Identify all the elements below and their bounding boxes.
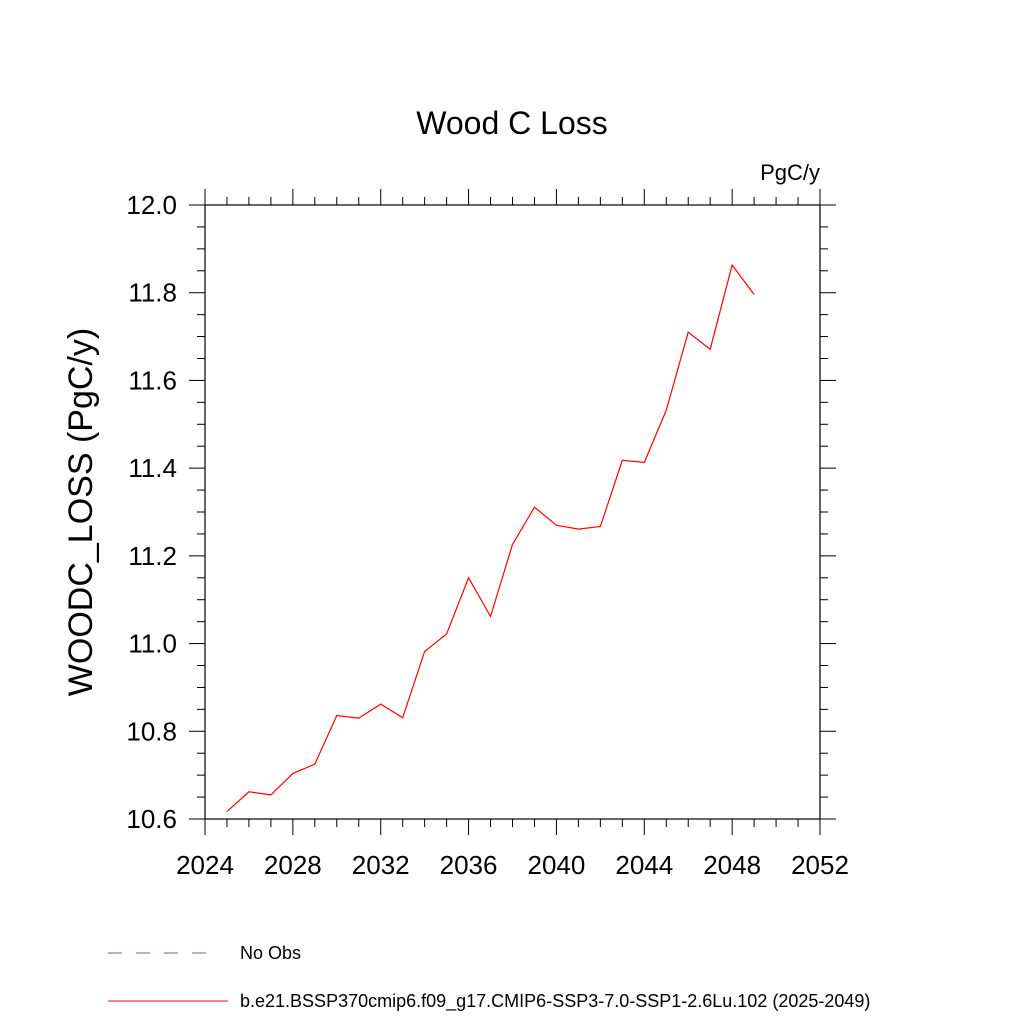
y-tick-label: 10.6 bbox=[126, 804, 177, 834]
series-line bbox=[226, 263, 755, 812]
unit-label: PgC/y bbox=[760, 160, 820, 185]
plot-frame bbox=[204, 204, 821, 820]
x-tick-label: 2032 bbox=[352, 850, 410, 880]
x-tick-label: 2048 bbox=[703, 850, 761, 880]
x-tick-label: 2036 bbox=[440, 850, 498, 880]
legend-label-series: b.e21.BSSP370cmip6.f09_g17.CMIP6-SSP3-7.… bbox=[240, 991, 870, 1012]
series-layer bbox=[226, 263, 755, 812]
axis-ticks bbox=[189, 189, 836, 835]
y-tick-labels: 10.6 10.8 11.0 11.2 11.4 11.6 11.8 12.0 bbox=[126, 190, 177, 834]
y-tick-label: 12.0 bbox=[126, 190, 177, 220]
y-tick-label: 11.0 bbox=[128, 629, 177, 659]
x-tick-label: 2052 bbox=[791, 850, 849, 880]
y-tick-label: 11.2 bbox=[128, 541, 177, 571]
y-tick-label: 10.8 bbox=[126, 716, 177, 746]
x-tick-label: 2028 bbox=[264, 850, 322, 880]
y-tick-label: 11.4 bbox=[128, 453, 177, 483]
x-tick-label: 2044 bbox=[615, 850, 673, 880]
y-tick-label: 11.8 bbox=[128, 278, 177, 308]
chart-title: Wood C Loss bbox=[416, 105, 608, 141]
y-tick-label: 11.6 bbox=[128, 365, 177, 395]
y-axis-label: WOODC_LOSS (PgC/y) bbox=[62, 328, 100, 696]
x-tick-label: 2040 bbox=[528, 850, 586, 880]
x-tick-label: 2024 bbox=[176, 850, 234, 880]
legend: No Obs b.e21.BSSP370cmip6.f09_g17.CMIP6-… bbox=[108, 943, 870, 1012]
x-tick-labels: 2024 2028 2032 2036 2040 2044 2048 2052 bbox=[176, 850, 849, 880]
legend-label-no-obs: No Obs bbox=[240, 943, 301, 963]
